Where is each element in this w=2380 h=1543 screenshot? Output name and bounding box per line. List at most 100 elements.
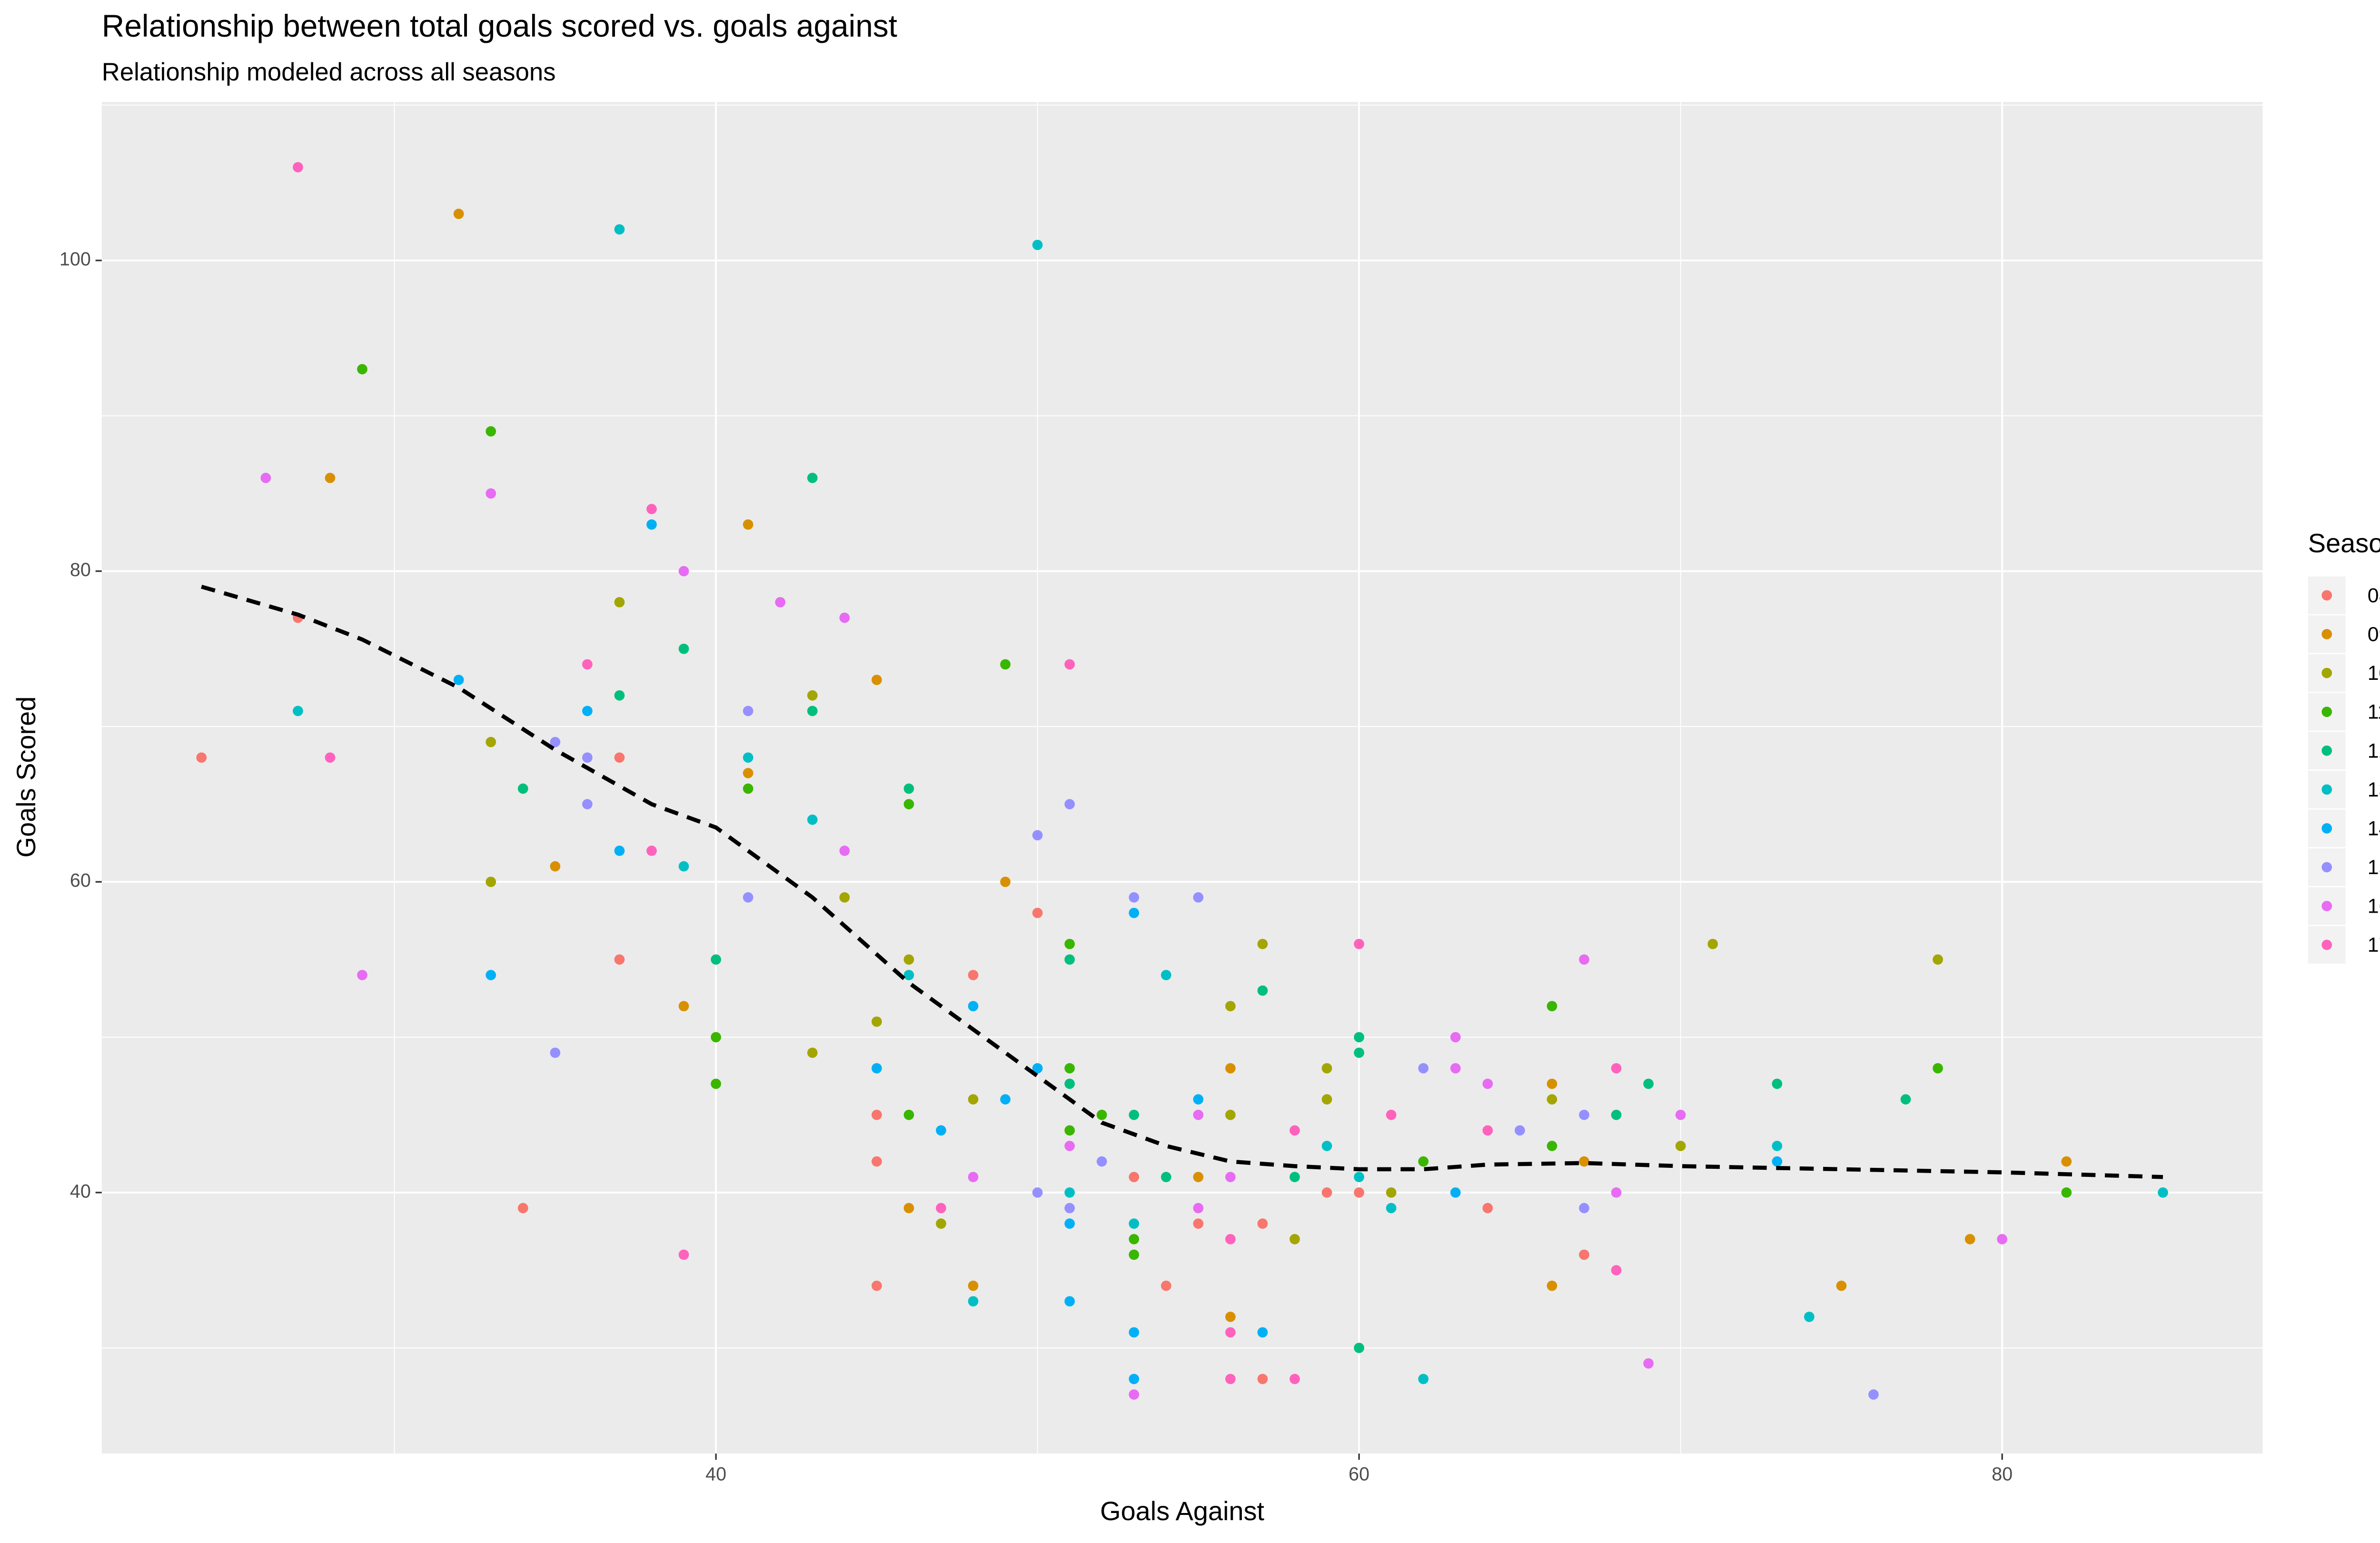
data-point: [550, 737, 561, 747]
data-point: [196, 752, 207, 763]
data-point: [1772, 1078, 1783, 1089]
data-point: [1611, 1109, 1622, 1120]
x-tick-label: 80: [1992, 1464, 2013, 1485]
data-point: [1129, 1234, 1140, 1244]
data-point: [1579, 1203, 1589, 1214]
data-point: [1064, 1187, 1075, 1198]
data-point: [1933, 1063, 1943, 1074]
data-point: [1772, 1141, 1783, 1151]
data-point: [646, 846, 657, 856]
legend-marker: [2321, 629, 2332, 639]
data-point: [1064, 1296, 1075, 1307]
data-point: [807, 473, 818, 483]
trend-line: [201, 585, 2163, 1179]
data-point: [1225, 1312, 1236, 1322]
data-point: [1450, 1032, 1461, 1043]
plot-background: [101, 102, 2263, 1454]
data-point: [1225, 1234, 1236, 1244]
data-point: [1193, 892, 1204, 903]
data-point: [936, 1218, 946, 1229]
legend-marker: [2321, 862, 2332, 873]
data-point: [1193, 1203, 1204, 1214]
data-point: [1129, 907, 1140, 918]
data-point: [1643, 1078, 1654, 1089]
data-point: [871, 1063, 882, 1074]
data-point: [903, 1109, 914, 1120]
data-point: [1096, 1156, 1107, 1167]
data-point: [903, 970, 914, 980]
data-point: [968, 1296, 979, 1307]
data-point: [1289, 1125, 1300, 1136]
data-point: [1579, 954, 1589, 965]
data-point: [1772, 1156, 1783, 1167]
data-point: [903, 1203, 914, 1214]
data-point: [1354, 1343, 1365, 1354]
data-point: [1129, 1172, 1140, 1183]
data-point: [550, 861, 561, 872]
chart-title: Relationship between total goals scored …: [102, 8, 897, 43]
data-point: [550, 1047, 561, 1058]
data-point: [968, 1094, 979, 1105]
legend-marker: [2321, 707, 2332, 717]
x-axis-label: Goals Against: [1100, 1496, 1264, 1526]
legend-marker: [2321, 745, 2332, 756]
data-point: [1321, 1141, 1332, 1151]
legend-label: 16/17: [2368, 895, 2380, 918]
data-point: [1547, 1280, 1557, 1291]
data-point: [1129, 1249, 1140, 1260]
legend-label: 17/18: [2368, 934, 2380, 956]
data-point: [325, 473, 336, 483]
data-point: [646, 519, 657, 530]
data-point: [486, 488, 496, 499]
data-point: [1482, 1078, 1493, 1089]
legend-label: 14/15: [2368, 817, 2380, 840]
data-point: [1933, 954, 1943, 965]
data-point: [1032, 830, 1043, 841]
data-point: [1064, 799, 1075, 809]
data-point: [1129, 1327, 1140, 1338]
data-point: [1900, 1094, 1911, 1105]
x-tick-label: 60: [1349, 1464, 1369, 1485]
legend-label: 11/12: [2368, 701, 2380, 724]
data-point: [614, 690, 625, 701]
data-point: [1257, 1374, 1268, 1384]
data-point: [1257, 938, 1268, 949]
data-point: [1289, 1172, 1300, 1183]
data-point: [1257, 985, 1268, 996]
data-point: [2158, 1187, 2168, 1198]
data-point: [1354, 1047, 1365, 1058]
data-point: [1064, 1063, 1075, 1074]
legend-label: 10/11: [2368, 662, 2380, 685]
data-point: [1418, 1063, 1429, 1074]
data-point: [486, 876, 496, 887]
data-point: [1129, 1374, 1140, 1384]
data-point: [1675, 1109, 1686, 1120]
data-point: [711, 954, 721, 965]
legend-label: 12/13: [2368, 739, 2380, 762]
data-point: [807, 706, 818, 717]
data-point: [1129, 892, 1140, 903]
data-point: [357, 970, 367, 980]
data-point: [678, 861, 689, 872]
data-point: [325, 752, 336, 763]
data-point: [1225, 1172, 1236, 1183]
data-point: [1064, 954, 1075, 965]
legend-marker: [2321, 667, 2332, 678]
y-axis-label: Goals Scored: [11, 697, 41, 858]
data-point: [1547, 1141, 1557, 1151]
data-point: [1868, 1389, 1879, 1400]
data-point: [839, 612, 850, 623]
data-point: [807, 690, 818, 701]
data-point: [1096, 1109, 1107, 1120]
data-point: [614, 846, 625, 856]
data-point: [743, 768, 754, 778]
legend-marker: [2321, 901, 2332, 911]
data-point: [1193, 1218, 1204, 1229]
data-point: [1225, 1374, 1236, 1384]
data-point: [1836, 1280, 1847, 1291]
data-point: [646, 504, 657, 515]
data-point: [1579, 1109, 1589, 1120]
data-point: [1225, 1001, 1236, 1012]
data-point: [1064, 1203, 1075, 1214]
